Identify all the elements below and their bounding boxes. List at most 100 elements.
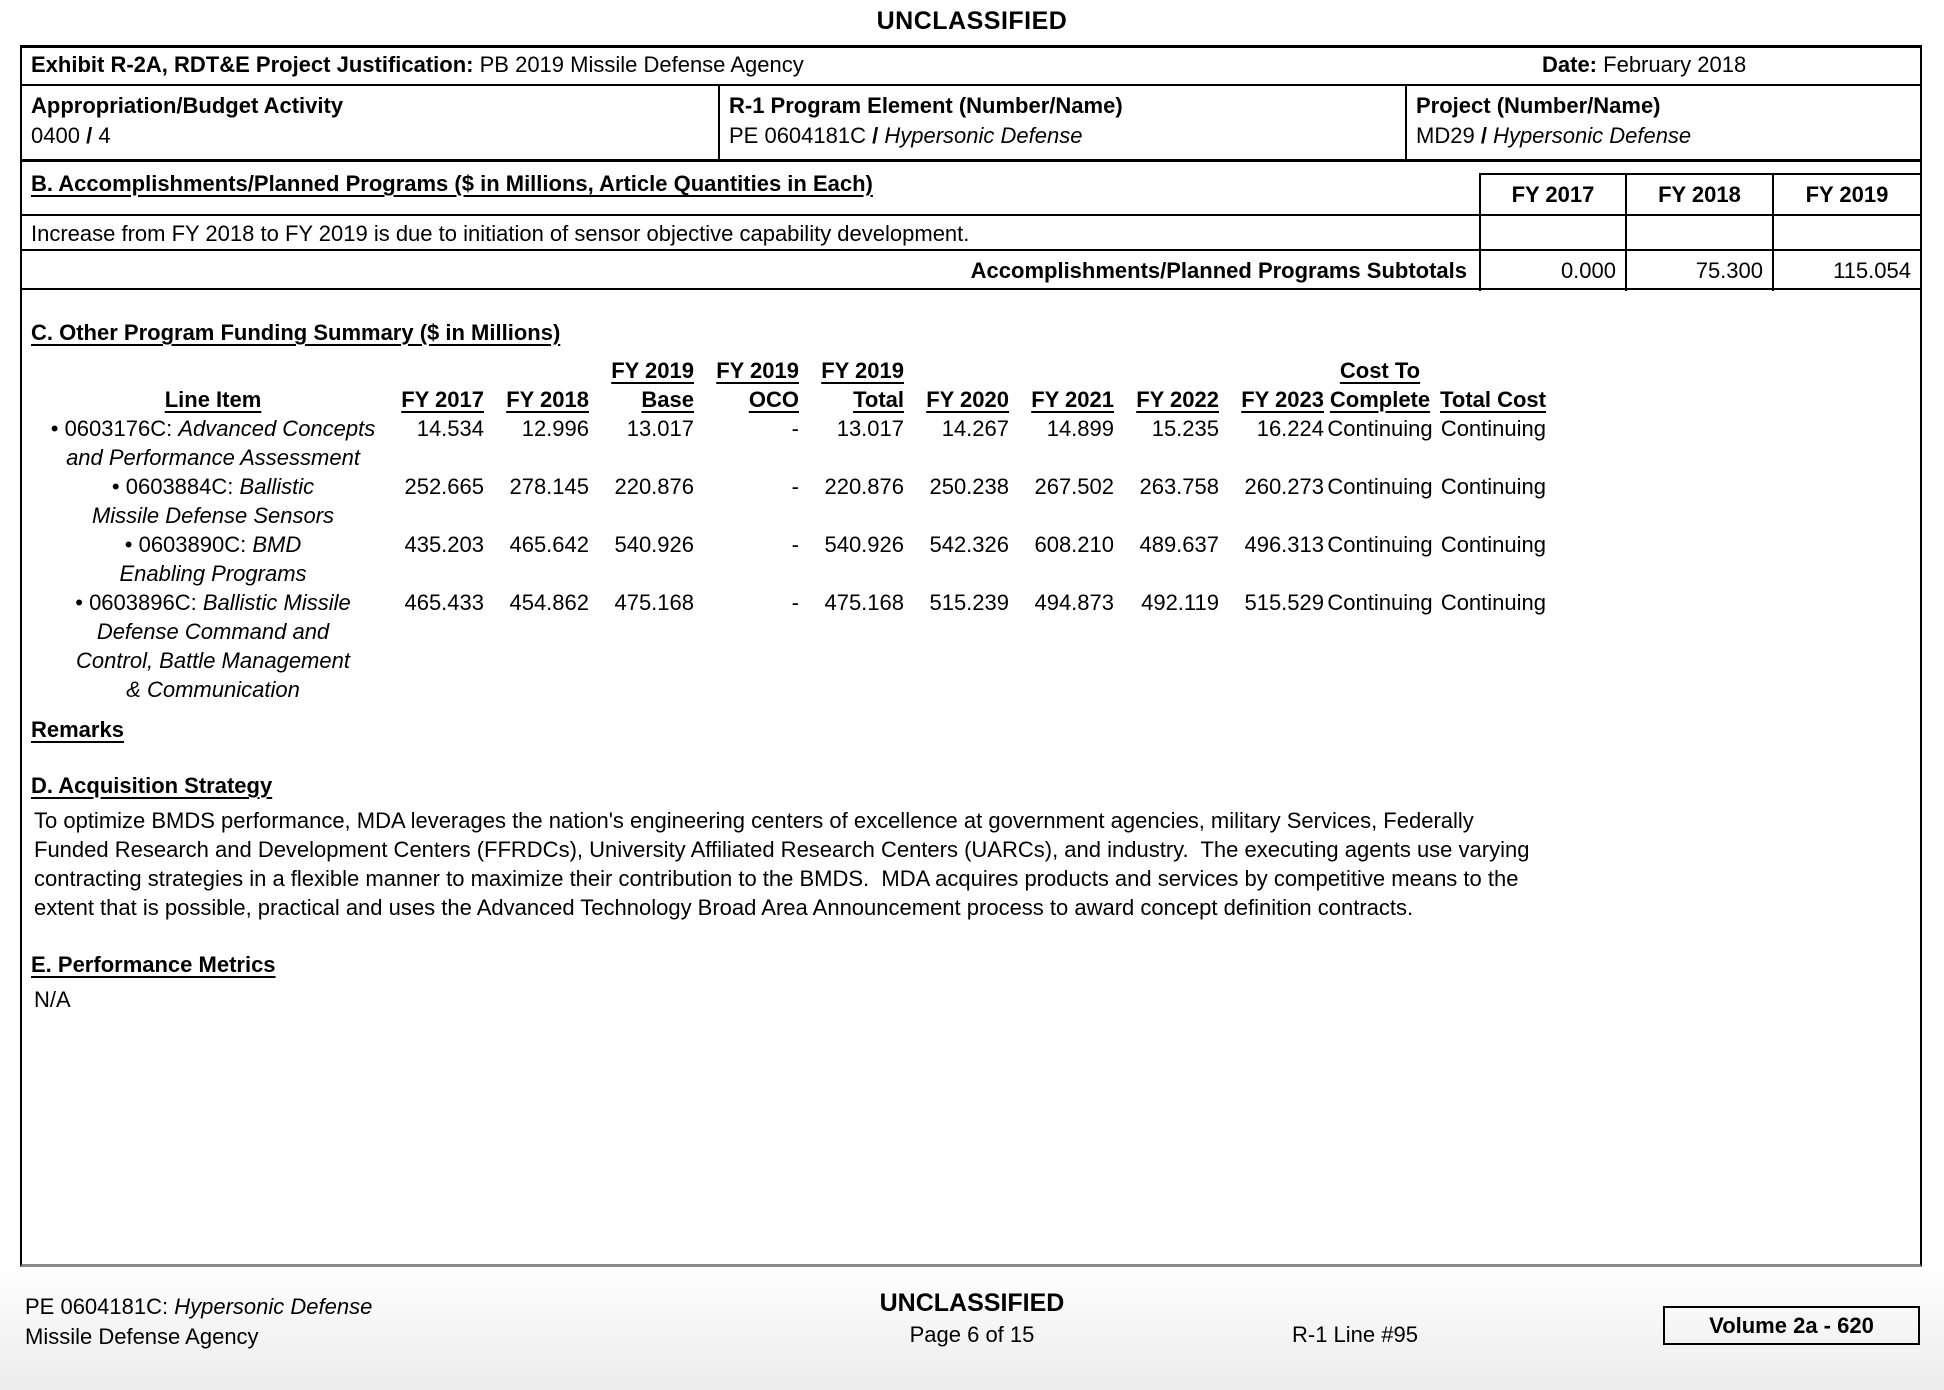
bullet: • [50,416,59,441]
c-cell: - [791,416,799,441]
exhibit-value: PB 2019 Missile Defense Agency [479,52,804,77]
c-cell: 14.899 [1046,416,1114,441]
c-row-0603176C: • 0603176C: Advanced Concepts and Perfor… [47,414,1546,472]
c-cell: 489.637 [1139,532,1219,557]
c-cell: Continuing [1440,474,1546,499]
fy2019-header: FY 2019 [1772,173,1920,214]
r1-label: R-1 Program Element (Number/Name) [729,93,1123,118]
slash-separator: / [872,123,879,148]
c-cell: Continuing [1440,590,1546,615]
slash-separator: / [86,123,93,148]
section-b-fy2019-header-cell: FY 2019 [1772,162,1920,214]
footer-pe-line: PE 0604181C: Hypersonic Defense [25,1292,372,1322]
subtotal-fy2019: 115.054 [1772,251,1920,291]
section-b-subtotals-row: Accomplishments/Planned Programs Subtota… [22,251,1920,291]
exhibit-r2a-table: Exhibit R-2A, RDT&E Project Justificatio… [20,45,1922,1267]
project-code: MD29 [1416,123,1475,148]
page-number: Page 6 of 15 [909,1322,1035,1347]
c-cell: - [791,474,799,499]
r1-line-number: R-1 Line #95 [1292,1322,1418,1347]
col-header-fy2019-total-top: FY 2019 [821,358,904,383]
c-cell: 496.313 [1244,532,1324,557]
col-header-fy2019-oco-top: FY 2019 [716,358,799,383]
header-row-program: Appropriation/Budget Activity 0400 / 4 R… [22,86,1920,162]
appropriation-code: 0400 [31,123,80,148]
col-header-fy2022: FY 2022 [1136,387,1219,412]
line-item-name: • 0603176C: Advanced Concepts and Perfor… [50,416,376,470]
fy2018-header: FY 2018 [1625,173,1772,214]
footer-agency: Missile Defense Agency [25,1324,259,1349]
appropriation-value: 0400 / 4 [31,121,709,151]
c-cell: 515.529 [1244,590,1324,615]
c-cell: 16.224 [1256,416,1324,441]
c-cell: 13.017 [836,416,904,441]
col-header-total-cost: Total Cost [1440,387,1546,412]
r1-name: Hypersonic Defense [884,123,1083,148]
empty-cell [1625,216,1772,252]
c-cell: 220.876 [824,474,904,499]
c-cell: Continuing [1327,416,1433,441]
c-cell: 454.862 [509,590,589,615]
col-header-fy2019-base-top: FY 2019 [611,358,694,383]
c-cell: 475.168 [614,590,694,615]
c-cell: 252.665 [404,474,484,499]
acquisition-strategy-text: To optimize BMDS performance, MDA levera… [34,808,1536,920]
line-item-name: • 0603884C: Ballistic Missile Defense Se… [91,474,335,528]
r1-program-element-cell: R-1 Program Element (Number/Name) PE 060… [718,86,1405,159]
c-cell: - [791,590,799,615]
section-b-fy2018-header-cell: FY 2018 [1625,162,1772,214]
c-cell: 540.926 [824,532,904,557]
c-cell: 465.642 [509,532,589,557]
col-header-base: Base [641,387,694,412]
empty-cell [1772,216,1920,252]
subtotals-label: Accomplishments/Planned Programs Subtota… [970,258,1467,283]
subtotal-fy2017: 0.000 [1479,251,1625,291]
r1-code: PE 0604181C [729,123,866,148]
section-c-title: C. Other Program Funding Summary ($ in M… [31,320,561,345]
footer-pe-name: Hypersonic Defense [174,1294,373,1319]
col-header-fy2018: FY 2018 [506,387,589,412]
c-cell: 278.145 [509,474,589,499]
section-d-title: D. Acquisition Strategy [31,773,273,798]
header-row-exhibit: Exhibit R-2A, RDT&E Project Justificatio… [22,48,1920,86]
c-header-top-row: FY 2019 FY 2019 FY 2019 Cost To [47,356,1546,385]
c-cell: 540.926 [614,532,694,557]
c-cell: 608.210 [1034,532,1114,557]
col-header-cost-to: Cost To [1339,358,1421,383]
section-b-header-row: B. Accomplishments/Planned Programs ($ i… [22,162,1920,216]
c-cell: 250.238 [929,474,1009,499]
project-name: Hypersonic Defense [1493,123,1692,148]
c-cell: 14.267 [941,416,1009,441]
col-header-oco: OCO [748,387,799,412]
section-e-title: E. Performance Metrics [31,952,276,977]
col-header-fy2020: FY 2020 [926,387,1009,412]
fy2017-header: FY 2017 [1479,173,1625,214]
col-header-fy2017: FY 2017 [401,387,484,412]
line-item-name: • 0603896C: Ballistic Missile Defense Co… [75,590,351,702]
project-cell: Project (Number/Name) MD29 / Hypersonic … [1405,86,1920,159]
c-cell: 494.873 [1034,590,1114,615]
classification-banner-bottom: UNCLASSIFIED [879,1289,1065,1317]
footer-program-info: PE 0604181C: Hypersonic Defense Missile … [25,1292,372,1352]
c-cell: 260.273 [1244,474,1324,499]
classification-banner-top: UNCLASSIFIED [876,7,1068,35]
date-label: Date: [1542,52,1598,77]
c-cell: 435.203 [404,532,484,557]
slash-separator: / [1480,123,1487,148]
date-value: February 2018 [1603,52,1747,77]
empty-cell [1479,216,1625,252]
col-header-line-item: Line Item [164,387,262,412]
c-cell: Continuing [1327,474,1433,499]
bullet: • [75,590,83,615]
c-cell: 15.235 [1151,416,1219,441]
col-header-complete: Complete [1329,387,1431,412]
other-program-funding-table: FY 2019 FY 2019 FY 2019 Cost To Line Ite… [47,356,1546,704]
c-row-0603896C: • 0603896C: Ballistic Missile Defense Co… [47,588,1546,704]
col-header-fy2023: FY 2023 [1241,387,1324,412]
c-header-row: Line Item FY 2017 FY 2018 Base OCO Total… [47,385,1546,414]
c-cell: Continuing [1327,590,1433,615]
date-cell: Date: February 2018 [1533,48,1920,84]
c-row-0603884C: • 0603884C: Ballistic Missile Defense Se… [47,472,1546,530]
footer-pe-code: PE 0604181C: [25,1294,169,1319]
